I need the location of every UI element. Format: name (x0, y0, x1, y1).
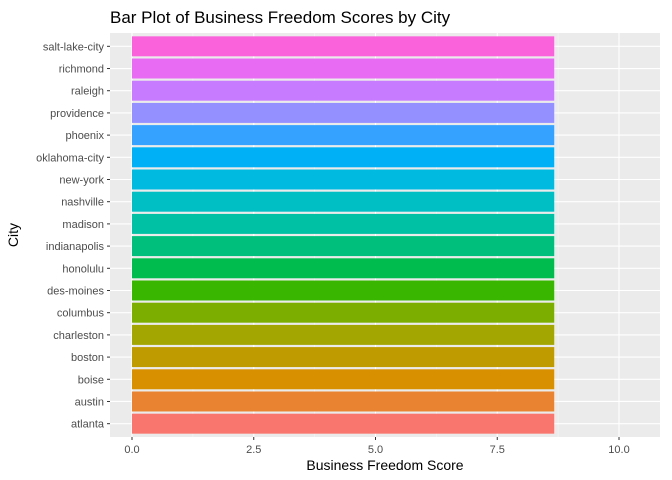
y-axis-ticks: atlanta austin boise boston charleston columb… (36, 41, 110, 431)
bar-raleigh (132, 80, 555, 101)
bar-providence (132, 102, 555, 123)
y-tick-label: boise (78, 374, 104, 386)
bar-new-york (132, 169, 555, 190)
x-tick-label: 10.0 (608, 444, 629, 456)
y-tick-label: atlanta (71, 419, 105, 431)
y-tick-label: raleigh (71, 86, 104, 98)
bar-indianapolis (132, 236, 555, 257)
x-axis-title: Business Freedom Score (306, 457, 463, 473)
bar-des-moines (132, 280, 555, 301)
x-tick-label: 5.0 (368, 444, 383, 456)
bar-nashville (132, 191, 555, 212)
bar-columbus (132, 302, 555, 323)
y-tick-label: columbus (57, 308, 105, 320)
bar-madison (132, 213, 555, 234)
bar-boise (132, 369, 555, 390)
y-axis-title: City (5, 223, 21, 247)
bar-atlanta (132, 413, 555, 434)
y-tick-label: honolulu (62, 263, 104, 275)
bar-phoenix (132, 125, 555, 146)
y-tick-label: providence (50, 108, 104, 120)
chart-title: Bar Plot of Business Freedom Scores by C… (110, 8, 451, 27)
y-tick-label: madison (62, 219, 104, 231)
bar-richmond (132, 58, 555, 79)
bar-austin (132, 391, 555, 412)
y-tick-label: indianapolis (46, 241, 105, 253)
bar-honolulu (132, 258, 555, 279)
x-tick-label: 7.5 (490, 444, 505, 456)
bar-oklahoma-city (132, 147, 555, 168)
y-tick-label: new-york (59, 175, 104, 187)
y-tick-label: richmond (59, 64, 104, 76)
x-tick-label: 0.0 (124, 444, 139, 456)
bar-salt-lake-city (132, 36, 555, 57)
y-tick-label: phoenix (65, 130, 104, 142)
bars (132, 36, 555, 434)
y-tick-label: boston (71, 352, 104, 364)
y-tick-label: salt-lake-city (43, 41, 105, 53)
y-tick-label: austin (75, 396, 104, 408)
x-axis-ticks: 0.0 2.5 5.0 7.5 10.0 (124, 437, 630, 456)
y-tick-label: charleston (53, 330, 104, 342)
y-tick-label: oklahoma-city (36, 152, 104, 164)
y-tick-label: nashville (61, 197, 104, 209)
bar-boston (132, 347, 555, 368)
x-tick-label: 2.5 (246, 444, 261, 456)
bar-charleston (132, 324, 555, 345)
y-tick-label: des-moines (47, 285, 104, 297)
